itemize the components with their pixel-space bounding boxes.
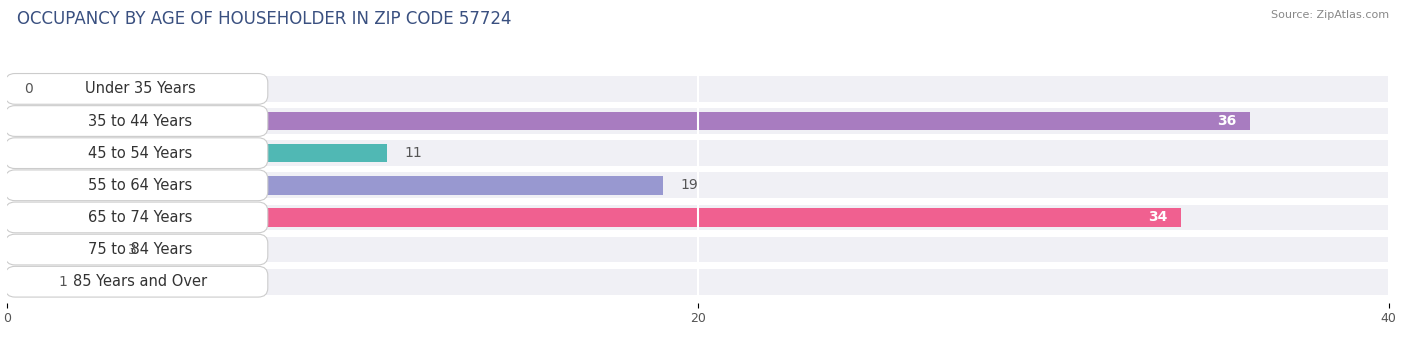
Text: 19: 19 — [681, 178, 699, 192]
Text: 55 to 64 Years: 55 to 64 Years — [89, 178, 193, 193]
Text: 34: 34 — [1149, 210, 1167, 224]
Text: 36: 36 — [1218, 114, 1237, 128]
FancyBboxPatch shape — [6, 234, 267, 265]
Bar — [7, 208, 1181, 227]
Bar — [7, 108, 1389, 134]
Text: 65 to 74 Years: 65 to 74 Years — [87, 210, 193, 225]
Bar — [7, 140, 1389, 166]
Bar — [7, 237, 1389, 262]
Text: 0: 0 — [24, 82, 34, 96]
Bar — [7, 144, 387, 163]
Text: 11: 11 — [405, 146, 422, 160]
Text: OCCUPANCY BY AGE OF HOUSEHOLDER IN ZIP CODE 57724: OCCUPANCY BY AGE OF HOUSEHOLDER IN ZIP C… — [17, 10, 512, 28]
Bar — [7, 112, 1250, 130]
Bar — [7, 272, 42, 291]
FancyBboxPatch shape — [6, 73, 267, 104]
Text: Under 35 Years: Under 35 Years — [84, 81, 195, 96]
Bar — [7, 172, 1389, 198]
Bar — [7, 176, 664, 194]
Text: 85 Years and Over: 85 Years and Over — [73, 274, 207, 289]
FancyBboxPatch shape — [6, 202, 267, 233]
Text: 45 to 54 Years: 45 to 54 Years — [89, 146, 193, 161]
FancyBboxPatch shape — [6, 106, 267, 136]
Text: 35 to 44 Years: 35 to 44 Years — [89, 114, 193, 129]
FancyBboxPatch shape — [6, 138, 267, 169]
Text: 75 to 84 Years: 75 to 84 Years — [87, 242, 193, 257]
Bar — [7, 240, 111, 259]
Bar — [7, 269, 1389, 294]
FancyBboxPatch shape — [6, 170, 267, 201]
Text: Source: ZipAtlas.com: Source: ZipAtlas.com — [1271, 10, 1389, 20]
Bar — [7, 76, 1389, 102]
Bar — [7, 205, 1389, 230]
Text: 1: 1 — [59, 275, 67, 289]
FancyBboxPatch shape — [6, 266, 267, 297]
Text: 3: 3 — [128, 242, 136, 257]
